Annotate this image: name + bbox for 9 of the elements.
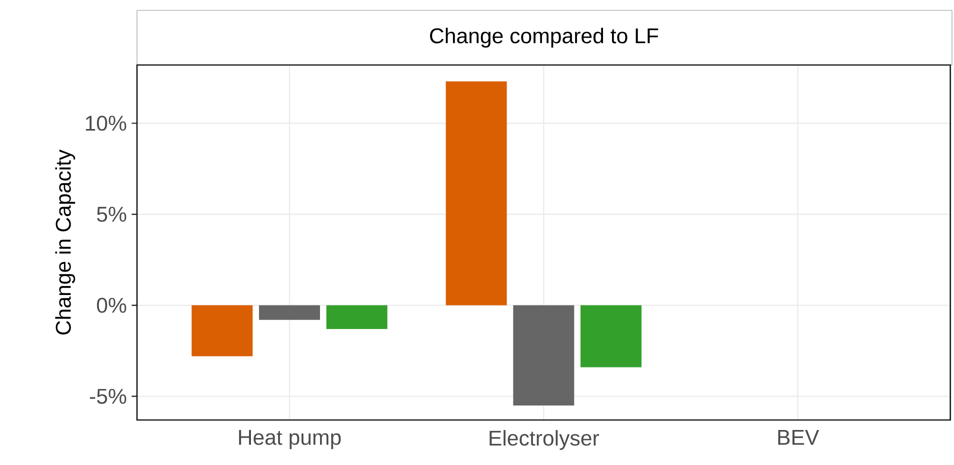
y-axis-title: Change in Capacity xyxy=(55,150,76,335)
x-tick-label: BEV xyxy=(778,430,820,445)
y-tick-label: -5% xyxy=(90,388,126,404)
x-tick-label: Electrolyser xyxy=(490,430,600,450)
y-tick-label: 0% xyxy=(96,298,126,313)
chart-title: Change compared to LF xyxy=(430,28,658,48)
y-tick-label: 5% xyxy=(96,206,126,222)
y-tick-label: 10% xyxy=(86,116,126,131)
x-tick-label: Heat pump xyxy=(239,430,341,450)
